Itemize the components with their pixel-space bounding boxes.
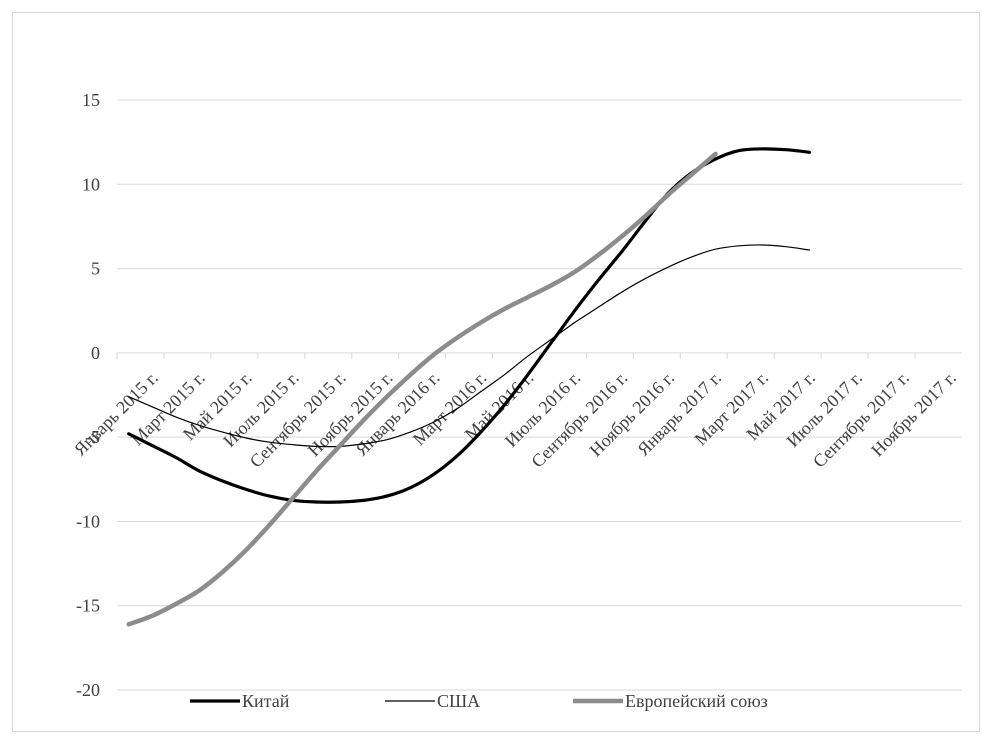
- series-lines: [126, 147, 811, 627]
- legend-label: Европейский союз: [625, 691, 768, 711]
- y-tick-label: 15: [82, 90, 100, 110]
- gridlines: [116, 99, 962, 691]
- series-line-2: [126, 151, 718, 627]
- y-tick-label: -20: [76, 680, 100, 700]
- y-tick-label: -10: [76, 511, 100, 531]
- y-tick-label: 5: [91, 259, 100, 279]
- y-tick-label: -5: [85, 427, 100, 447]
- chart-frame: [12, 12, 980, 732]
- y-axis-tick-labels: 15 10 5 0 -5 -10 -15 -20: [76, 90, 100, 700]
- y-tick-label: 10: [82, 174, 100, 194]
- x-tick-label: Ноябрь 2017 г.: [867, 368, 960, 461]
- series-line-1: [128, 244, 810, 448]
- x-axis-tick-labels: Январь 2015 г.Март 2015 г.Май 2015 г.Июл…: [70, 368, 960, 472]
- y-tick-label: -15: [76, 596, 100, 616]
- legend-label: США: [437, 691, 480, 711]
- legend-label: Китай: [242, 691, 290, 711]
- y-tick-label: 0: [91, 343, 100, 363]
- legend: Китай США Европейский союз: [190, 691, 768, 711]
